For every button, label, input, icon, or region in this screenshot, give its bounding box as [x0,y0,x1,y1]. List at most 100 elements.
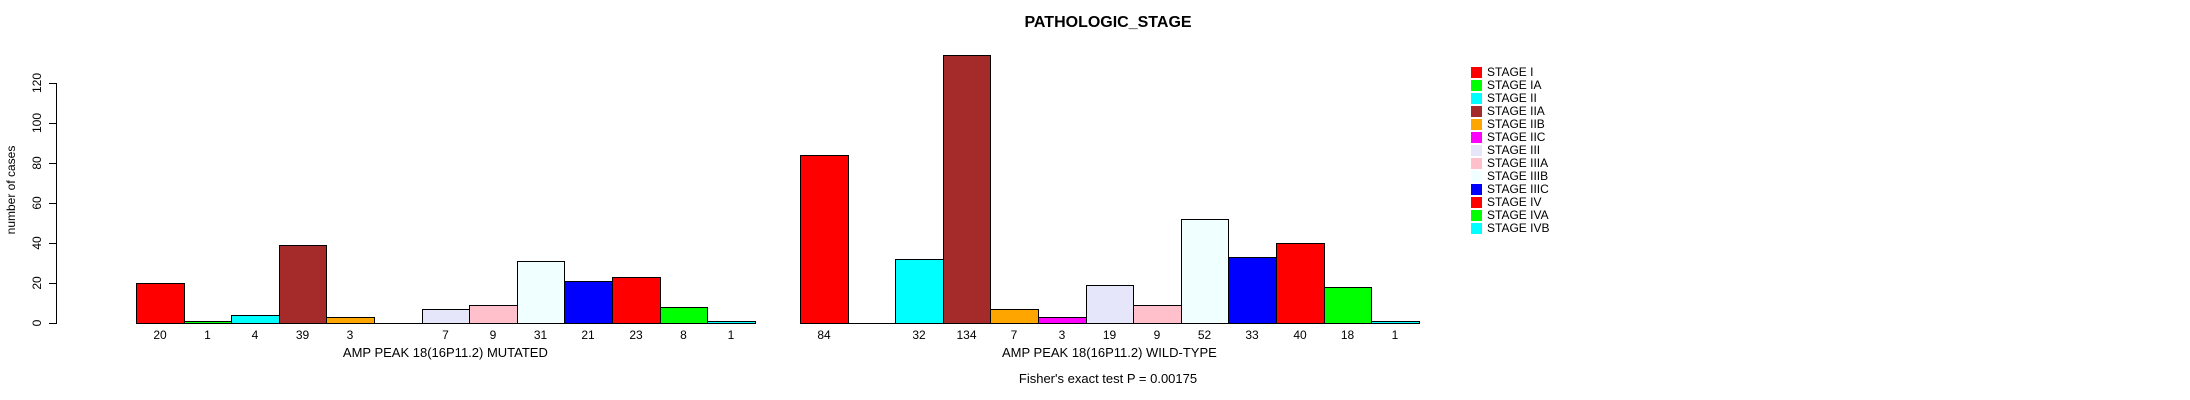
bar-value-label: 18 [1340,328,1355,342]
bar-stage-iv [1276,243,1325,324]
legend-swatch [1471,197,1482,208]
legend-item: STAGE IIA [1471,104,1545,118]
y-axis-tick-label: 80 [30,156,44,170]
bar-stage-i [136,283,185,324]
bar-value-label: 84 [817,328,831,342]
y-axis-tick-label: 60 [30,196,44,210]
bar-value-label: 9 [1153,328,1161,342]
legend-label: STAGE IIA [1487,104,1545,118]
bar-stage-iia [943,55,991,324]
legend-swatch [1471,158,1482,169]
bar-value-label: 134 [956,328,977,342]
bar-stage-iib [326,317,375,324]
legend-swatch [1471,145,1482,156]
legend-swatch [1471,106,1482,117]
bar-stage-iiib [517,261,565,324]
bar-value-label: 40 [1293,328,1307,342]
bar-value-label: 33 [1245,328,1259,342]
y-axis-tick [49,323,57,324]
bar-stage-ii [231,315,280,324]
y-axis-tick-label: 120 [30,72,44,94]
legend-label: STAGE IVA [1487,208,1549,222]
bar-value-label: 20 [153,328,167,342]
legend-swatch [1471,80,1482,91]
bar-value-label: 32 [912,328,926,342]
y-axis-tick-label: 40 [30,236,44,250]
legend-item: STAGE IVA [1471,208,1549,222]
bar-value-label: 1 [204,328,211,342]
bar-value-label: 8 [680,328,687,342]
bar-value-label: 39 [295,328,310,342]
bar-value-label: 7 [442,328,449,342]
y-axis-tick-label: 0 [30,319,44,327]
bar-stage-iiic [564,281,613,324]
legend-item: STAGE IIIA [1471,156,1549,170]
y-axis-tick [49,83,57,84]
bar-stage-iic [1038,317,1087,324]
bar-stage-iiia [469,305,518,324]
bar-value-label: 4 [251,328,259,342]
bar-stage-iiic [1228,257,1277,324]
y-axis-tick [49,123,57,124]
legend-item: STAGE IIIB [1471,169,1549,183]
y-axis-tick [49,163,57,164]
legend-swatch [1471,119,1482,130]
legend-swatch [1471,132,1482,143]
legend-item: STAGE III [1471,143,1541,157]
bar-value-label: 1 [727,328,735,342]
y-axis-tick [49,203,57,204]
bar-stage-ii [895,259,944,324]
legend-swatch [1471,223,1482,234]
legend-label: STAGE IIB [1487,117,1545,131]
bar-stage-iiib [1181,219,1229,324]
legend-label: STAGE II [1487,91,1537,105]
legend-swatch [1471,210,1482,221]
legend-item: STAGE II [1471,91,1537,105]
legend-swatch [1471,171,1482,182]
bar-stage-iib [990,309,1039,324]
bar-stage-iva [1324,287,1372,324]
bar-value-label: 3 [346,328,354,342]
y-axis-label: number of cases [4,145,18,235]
bar-stage-i [800,155,849,324]
y-axis-tick [49,243,57,244]
y-axis-tick-label: 100 [30,112,44,134]
legend-label: STAGE IIIA [1487,156,1549,170]
legend-item: STAGE IA [1471,78,1542,92]
bar-stage-iva [660,307,708,324]
legend-item: STAGE I [1471,65,1534,79]
x-axis-label-wildtype: AMP PEAK 18(16P11.2) WILD-TYPE [1001,345,1217,360]
bar-value-label: 31 [533,328,548,342]
legend-label: STAGE IV [1487,195,1542,209]
legend-label: STAGE IIIB [1487,169,1549,183]
bar-stage-iv [612,277,661,324]
bar-stage-iii [422,309,470,324]
legend-item: STAGE IV [1471,195,1542,209]
legend-label: STAGE IIIC [1487,182,1549,196]
legend-swatch [1471,184,1482,195]
legend-label: STAGE III [1487,143,1541,157]
legend-item: STAGE IVB [1471,221,1550,235]
bar-stage-ivb [1371,321,1420,324]
bar-zero-stage-iic [374,322,423,324]
bar-value-label: 23 [629,328,643,342]
bar-value-label: 52 [1197,328,1212,342]
bar-value-label: 1 [1391,328,1399,342]
bar-zero-stage-ia [848,322,896,324]
bar-value-label: 19 [1102,328,1117,342]
y-axis-tick [49,283,57,284]
x-axis-label-mutated: AMP PEAK 18(16P11.2) MUTATED [342,345,548,360]
legend-item: STAGE IIB [1471,117,1545,131]
bar-value-label: 9 [489,328,497,342]
bar-stage-ia [184,321,232,324]
bar-value-label: 3 [1058,328,1066,342]
legend-item: STAGE IIC [1471,130,1546,144]
legend-swatch [1471,93,1482,104]
legend-label: STAGE IVB [1487,221,1550,235]
chart-title: PATHOLOGIC_STAGE [1024,14,1192,31]
legend-label: STAGE I [1487,65,1534,79]
legend-label: STAGE IA [1487,78,1542,92]
legend-label: STAGE IIC [1487,130,1546,144]
bar-value-label: 7 [1010,328,1018,342]
